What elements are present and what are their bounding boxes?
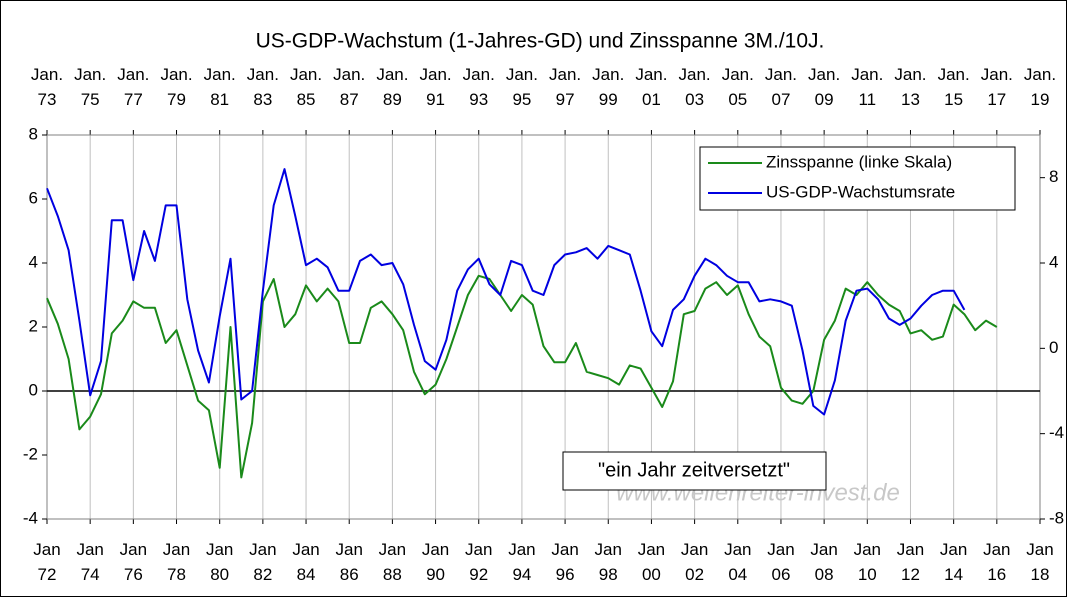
x2-tick-label: Jan. 93 <box>462 65 495 109</box>
x2-tick-label: Jan. 83 <box>246 65 279 109</box>
x-tick-label: Jan 14 <box>939 540 968 584</box>
x2-tick-label: Jan. 13 <box>894 65 927 109</box>
x-tick-label: Jan 76 <box>119 540 148 584</box>
x-tick-label: Jan 06 <box>767 540 795 584</box>
x2-tick-label: Jan. 75 <box>74 65 107 109</box>
x2-tick-label: Jan. 89 <box>376 65 409 109</box>
x-tick-label: Jan 12 <box>896 540 925 584</box>
x2-tick-label: Jan. 91 <box>419 65 452 109</box>
y-tick-label: 4 <box>29 252 38 271</box>
x2-tick-label: Jan. 99 <box>592 65 625 109</box>
x-tick-label: Jan 10 <box>853 540 881 584</box>
x2-tick-label: Jan. 95 <box>505 65 538 109</box>
x2-tick-label: Jan. 05 <box>721 65 754 109</box>
x2-tick-label: Jan. 87 <box>333 65 366 109</box>
x2-tick-label: Jan. 01 <box>635 65 668 109</box>
x2-tick-label: Jan. 03 <box>678 65 711 109</box>
annotation-box <box>562 451 827 491</box>
y-tick-label: 6 <box>29 188 38 207</box>
series-line <box>46 274 998 479</box>
x2-tick-label: Jan. 11 <box>851 65 884 109</box>
y2-tick-label: 4 <box>1049 252 1058 271</box>
legend-box <box>699 146 1016 211</box>
y2-tick-label: 0 <box>1049 338 1058 357</box>
x-tick-label: Jan 90 <box>421 540 450 584</box>
x-tick-label: Jan 08 <box>810 540 838 584</box>
y-tick-label: 8 <box>29 124 38 143</box>
x2-tick-label: Jan. 19 <box>1023 65 1057 109</box>
x2-tick-label: Jan. 85 <box>289 65 323 109</box>
x2-tick-label: Jan. 77 <box>117 65 150 109</box>
legend-label: Zinsspanne (linke Skala) <box>766 152 952 171</box>
x2-tick-label: Jan. 17 <box>980 65 1013 109</box>
x-tick-label: Jan 74 <box>76 540 104 584</box>
x-tick-label: Jan 86 <box>335 540 363 584</box>
x-tick-label: Jan 94 <box>508 540 536 584</box>
x-tick-label: Jan 04 <box>724 540 752 584</box>
x-tick-label: Jan 98 <box>594 540 622 584</box>
y-tick-label: 2 <box>29 316 38 335</box>
x2-tick-label: Jan. 15 <box>937 65 970 109</box>
chart-title: US-GDP-Wachstum (1-Jahres-GD) und Zinssp… <box>256 30 825 53</box>
x-tick-label: Jan 84 <box>292 540 320 584</box>
x2-tick-label: Jan. 79 <box>160 65 193 109</box>
y2-tick-label: -8 <box>1049 508 1064 527</box>
x-tick-label: Jan 88 <box>378 540 407 584</box>
y-tick-label: -2 <box>23 444 38 463</box>
y2-tick-label: -4 <box>1049 423 1064 442</box>
x-tick-label: Jan 78 <box>162 540 191 584</box>
x-tick-label: Jan 82 <box>249 540 277 584</box>
x2-tick-label: Jan. 97 <box>549 65 582 109</box>
x-tick-label: Jan 96 <box>551 540 579 584</box>
x-tick-label: Jan 02 <box>680 540 709 584</box>
legend-label: US-GDP-Wachstumsrate <box>766 182 955 201</box>
x-tick-label: Jan 00 <box>637 540 666 584</box>
x2-tick-label: Jan. 07 <box>764 65 798 109</box>
y2-tick-label: 8 <box>1049 167 1058 186</box>
x-tick-label: Jan 80 <box>205 540 234 584</box>
y-tick-label: -4 <box>23 508 38 527</box>
x-tick-label: Jan 18 <box>1026 540 1054 584</box>
x2-tick-label: Jan. 73 <box>30 65 64 109</box>
annotation: "ein Jahr zeitversetzt" <box>598 459 790 481</box>
x2-tick-label: Jan. 81 <box>203 65 236 109</box>
x-tick-label: Jan 72 <box>33 540 61 584</box>
y-tick-label: 0 <box>29 380 38 399</box>
x2-tick-label: Jan. 09 <box>808 65 841 109</box>
x-tick-label: Jan 92 <box>465 540 493 584</box>
series-line <box>46 168 966 416</box>
x-tick-label: Jan 16 <box>983 540 1011 584</box>
